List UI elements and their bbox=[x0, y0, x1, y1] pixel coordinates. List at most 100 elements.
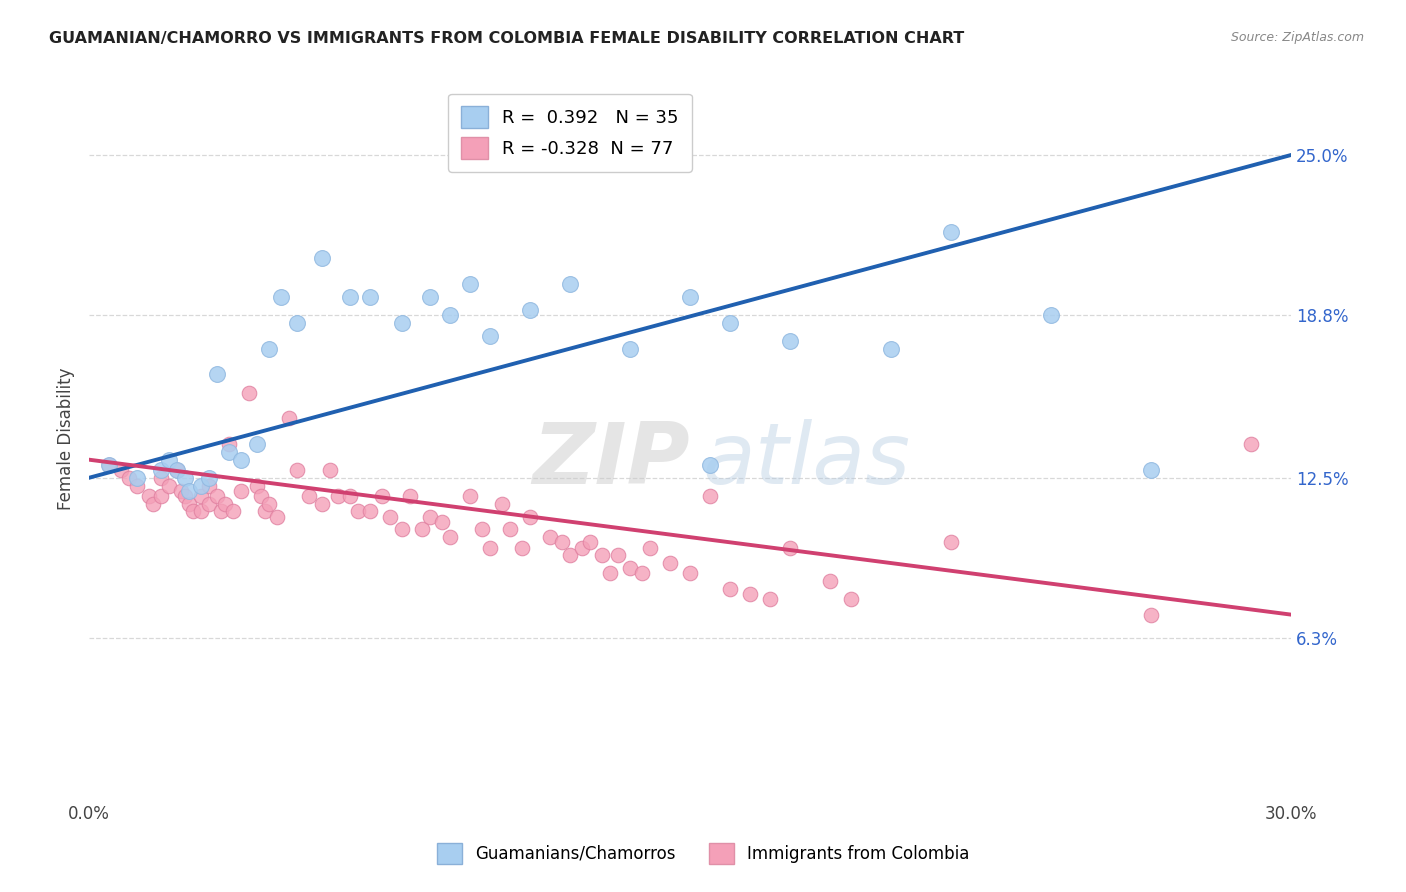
Point bbox=[1140, 607, 1163, 622]
Point bbox=[150, 463, 173, 477]
Point bbox=[278, 411, 301, 425]
Point bbox=[179, 497, 201, 511]
Point bbox=[166, 463, 188, 477]
Point bbox=[190, 489, 212, 503]
Point bbox=[127, 478, 149, 492]
Y-axis label: Female Disability: Female Disability bbox=[58, 368, 75, 510]
Point bbox=[551, 535, 574, 549]
Point bbox=[458, 489, 481, 503]
Point bbox=[699, 458, 721, 472]
Point bbox=[499, 523, 522, 537]
Text: Source: ZipAtlas.com: Source: ZipAtlas.com bbox=[1230, 31, 1364, 45]
Point bbox=[318, 463, 340, 477]
Point bbox=[157, 478, 180, 492]
Point bbox=[1140, 463, 1163, 477]
Point bbox=[181, 504, 204, 518]
Point bbox=[170, 483, 193, 498]
Point bbox=[222, 504, 245, 518]
Point bbox=[138, 489, 160, 503]
Point bbox=[207, 489, 229, 503]
Point bbox=[254, 504, 277, 518]
Point bbox=[718, 316, 741, 330]
Legend: Guamanians/Chamorros, Immigrants from Colombia: Guamanians/Chamorros, Immigrants from Co… bbox=[430, 837, 976, 871]
Point bbox=[378, 509, 401, 524]
Point bbox=[166, 463, 188, 477]
Point bbox=[127, 471, 149, 485]
Point bbox=[198, 471, 221, 485]
Point bbox=[118, 471, 141, 485]
Point bbox=[820, 574, 842, 588]
Point bbox=[1240, 437, 1263, 451]
Point bbox=[619, 342, 641, 356]
Point bbox=[619, 561, 641, 575]
Point bbox=[359, 504, 381, 518]
Point bbox=[939, 226, 962, 240]
Point bbox=[718, 582, 741, 596]
Point bbox=[259, 342, 281, 356]
Point bbox=[266, 509, 288, 524]
Point bbox=[98, 458, 121, 472]
Point bbox=[311, 497, 333, 511]
Point bbox=[157, 452, 180, 467]
Text: ZIP: ZIP bbox=[533, 419, 690, 502]
Point bbox=[209, 504, 232, 518]
Point bbox=[631, 566, 654, 581]
Point bbox=[679, 290, 702, 304]
Point bbox=[607, 548, 630, 562]
Point bbox=[759, 592, 782, 607]
Point bbox=[214, 497, 236, 511]
Point bbox=[1039, 308, 1062, 322]
Text: atlas: atlas bbox=[702, 419, 910, 502]
Point bbox=[231, 483, 253, 498]
Point bbox=[779, 334, 801, 348]
Point bbox=[190, 478, 212, 492]
Point bbox=[150, 489, 173, 503]
Point bbox=[259, 497, 281, 511]
Point bbox=[398, 489, 420, 503]
Point bbox=[458, 277, 481, 291]
Point bbox=[150, 471, 173, 485]
Point bbox=[298, 489, 321, 503]
Point bbox=[579, 535, 602, 549]
Point bbox=[391, 316, 413, 330]
Point bbox=[510, 541, 533, 555]
Point bbox=[198, 478, 221, 492]
Point bbox=[491, 497, 513, 511]
Point bbox=[110, 463, 132, 477]
Point bbox=[571, 541, 593, 555]
Point bbox=[238, 385, 260, 400]
Point bbox=[779, 541, 801, 555]
Point bbox=[591, 548, 613, 562]
Point bbox=[207, 368, 229, 382]
Point bbox=[939, 535, 962, 549]
Point bbox=[231, 452, 253, 467]
Point bbox=[430, 515, 453, 529]
Point bbox=[558, 277, 581, 291]
Point bbox=[246, 437, 269, 451]
Point bbox=[519, 302, 541, 317]
Point bbox=[439, 530, 461, 544]
Point bbox=[478, 328, 501, 343]
Point bbox=[679, 566, 702, 581]
Point bbox=[359, 290, 381, 304]
Point bbox=[339, 290, 361, 304]
Point bbox=[287, 316, 309, 330]
Point bbox=[218, 437, 240, 451]
Point bbox=[419, 290, 441, 304]
Point bbox=[370, 489, 392, 503]
Point bbox=[411, 523, 433, 537]
Point bbox=[419, 509, 441, 524]
Point bbox=[699, 489, 721, 503]
Point bbox=[287, 463, 309, 477]
Point bbox=[311, 252, 333, 266]
Point bbox=[198, 497, 221, 511]
Point bbox=[326, 489, 349, 503]
Point bbox=[250, 489, 273, 503]
Point bbox=[471, 523, 494, 537]
Point bbox=[879, 342, 901, 356]
Point bbox=[638, 541, 661, 555]
Point bbox=[391, 523, 413, 537]
Point bbox=[98, 458, 121, 472]
Point bbox=[439, 308, 461, 322]
Point bbox=[538, 530, 561, 544]
